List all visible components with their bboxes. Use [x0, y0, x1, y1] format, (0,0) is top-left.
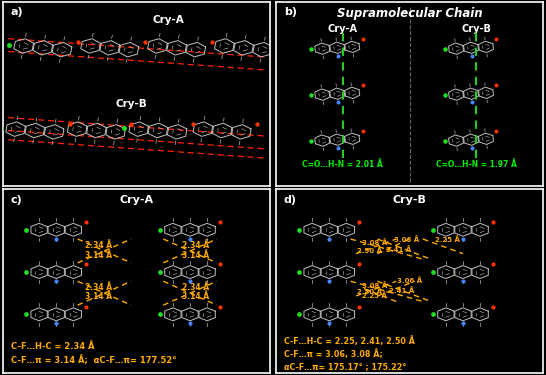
- Text: 2.34 Å: 2.34 Å: [182, 241, 209, 250]
- Text: 3.08 Å: 3.08 Å: [362, 282, 387, 289]
- Text: 2.41 Å: 2.41 Å: [386, 246, 412, 253]
- Text: a): a): [11, 8, 23, 17]
- Text: C=O…H-N = 2.01 Å: C=O…H-N = 2.01 Å: [302, 160, 383, 169]
- Text: 2.25 Å: 2.25 Å: [363, 292, 387, 299]
- Text: Cry-B: Cry-B: [461, 24, 491, 34]
- Text: 2.34 Å: 2.34 Å: [86, 283, 112, 292]
- Text: C-F…π = 3.14 Å;  αC-F…π= 177.52°: C-F…π = 3.14 Å; αC-F…π= 177.52°: [11, 355, 176, 364]
- Text: C-F…H-C = 2.25, 2.41, 2.50 Å: C-F…H-C = 2.25, 2.41, 2.50 Å: [284, 336, 414, 346]
- Text: C-F…H-C = 2.34 Å: C-F…H-C = 2.34 Å: [11, 342, 94, 351]
- Text: Supramolecular Chain: Supramolecular Chain: [337, 8, 482, 20]
- Text: 3.14 Å: 3.14 Å: [182, 251, 209, 260]
- Text: 2.50 Å: 2.50 Å: [357, 288, 382, 295]
- Text: 2.50 Å: 2.50 Å: [357, 247, 382, 254]
- Text: 3.06 Å: 3.06 Å: [397, 278, 422, 285]
- Text: C=O…H-N = 1.97 Å: C=O…H-N = 1.97 Å: [436, 160, 517, 169]
- Text: Cry-B: Cry-B: [115, 99, 147, 109]
- Text: 3.06 Å: 3.06 Å: [394, 236, 419, 243]
- Text: 2.34 Å: 2.34 Å: [86, 241, 112, 250]
- Text: 3.14 Å: 3.14 Å: [182, 292, 209, 302]
- Text: b): b): [284, 8, 297, 17]
- Text: Cry-A: Cry-A: [328, 24, 358, 34]
- Text: 2.25 Å: 2.25 Å: [435, 236, 459, 243]
- Text: Cry-A: Cry-A: [153, 15, 185, 25]
- Text: Cry-A: Cry-A: [120, 195, 153, 205]
- Text: Cry-B: Cry-B: [393, 195, 426, 205]
- Text: d): d): [284, 195, 297, 205]
- Text: 3.14 Å: 3.14 Å: [86, 251, 112, 260]
- Text: 2.41 Å: 2.41 Å: [389, 287, 414, 294]
- Text: c): c): [11, 195, 22, 205]
- Text: 3.08 Å: 3.08 Å: [362, 240, 387, 246]
- Text: 3.14 Å: 3.14 Å: [86, 292, 112, 302]
- Text: αC-F…π= 175.17° ; 175.22°: αC-F…π= 175.17° ; 175.22°: [284, 362, 406, 371]
- Text: 2.34 Å: 2.34 Å: [182, 283, 209, 292]
- Text: C-F…π = 3.06, 3.08 Å;: C-F…π = 3.06, 3.08 Å;: [284, 349, 383, 359]
